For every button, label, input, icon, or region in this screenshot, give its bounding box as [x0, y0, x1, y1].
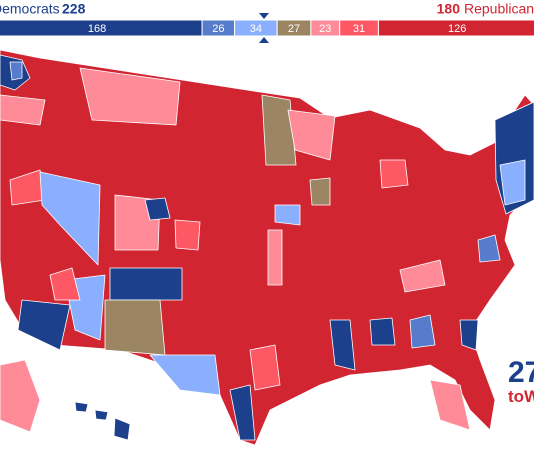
region: [399, 259, 446, 293]
region: [499, 159, 526, 206]
region: [0, 94, 46, 126]
region: [149, 354, 221, 396]
region: [267, 229, 283, 286]
region: [477, 234, 501, 263]
region: [17, 299, 71, 351]
segment-label: 168: [88, 23, 106, 35]
region: [174, 219, 201, 251]
region: [274, 204, 301, 226]
region: [113, 417, 131, 441]
region: [287, 109, 336, 161]
region: [49, 267, 81, 301]
dem-label: Democrats: [0, 1, 60, 17]
logo-text: toWin: [508, 387, 534, 406]
segment-label: 31: [353, 23, 365, 35]
region: [379, 159, 409, 189]
region: [39, 171, 101, 266]
rep-total: 180: [437, 1, 461, 17]
region: [9, 61, 23, 81]
region: [429, 379, 471, 431]
dem-total: 228: [62, 1, 86, 17]
segment-label: 26: [212, 23, 224, 35]
region: [261, 94, 297, 166]
map: [0, 49, 534, 446]
majority-marker-top: [259, 13, 269, 19]
logo-number: 270: [508, 356, 534, 389]
region: [249, 344, 281, 391]
region: [94, 409, 109, 421]
region: [309, 177, 331, 206]
seat-bar: 168 26 34 27 23 31 126: [0, 19, 534, 37]
region: [144, 197, 171, 221]
region: [104, 299, 166, 356]
region: [79, 67, 181, 126]
region: [369, 317, 396, 346]
region: [329, 319, 356, 371]
region: [229, 384, 256, 441]
segment-label: 34: [250, 23, 262, 35]
region: [74, 401, 89, 413]
majority-marker-bottom: [259, 37, 269, 43]
region: [409, 314, 436, 349]
region: [459, 319, 479, 351]
segment-label: 23: [319, 23, 331, 35]
segment-label: 27: [288, 23, 300, 35]
segment-label: 126: [448, 23, 466, 35]
region: [0, 359, 41, 433]
seat-segment: [377, 19, 534, 37]
rep-label: Republicans: [464, 1, 534, 17]
region: [109, 267, 183, 301]
